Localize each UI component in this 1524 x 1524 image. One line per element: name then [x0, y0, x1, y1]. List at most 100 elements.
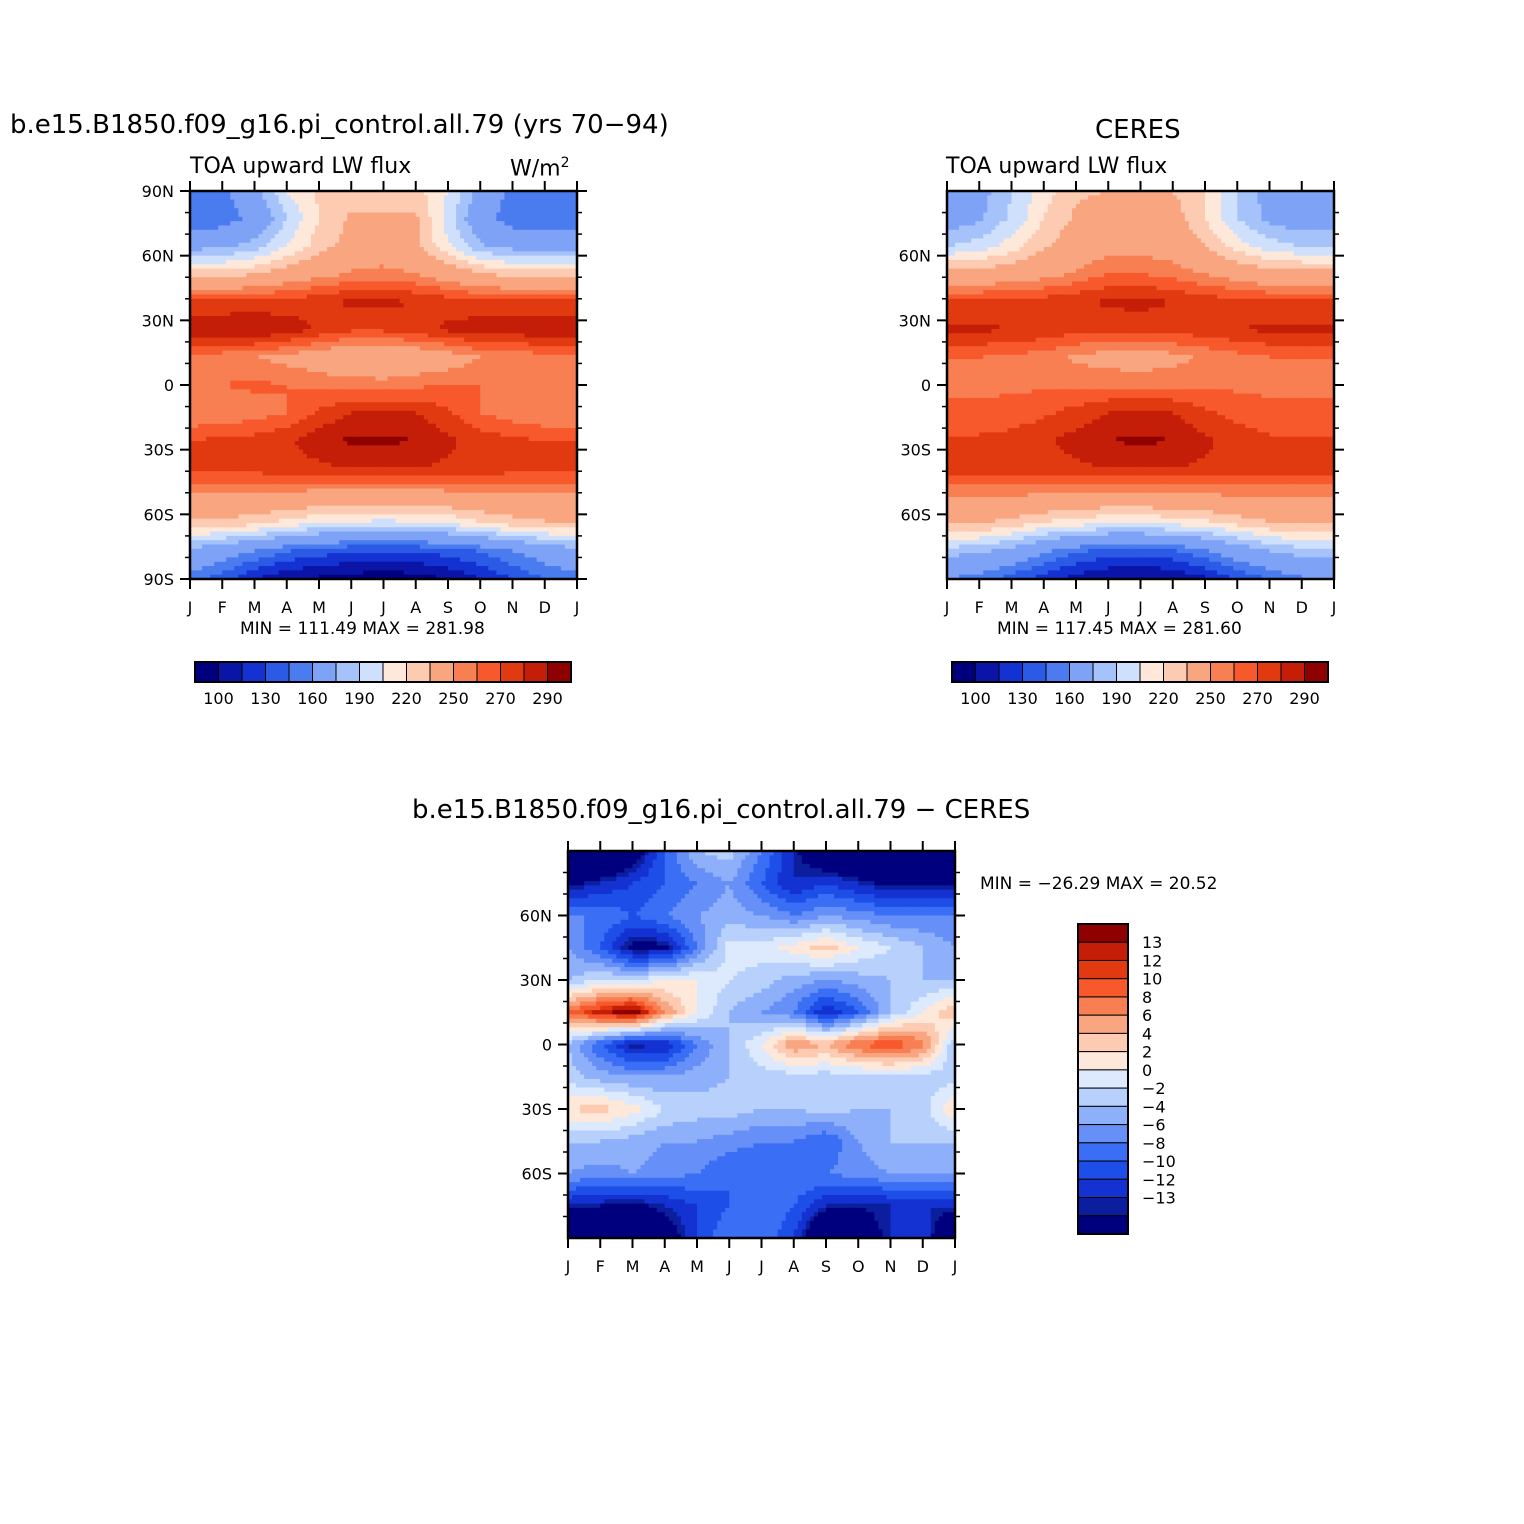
- heatmap-cell: [525, 234, 530, 239]
- heatmap-cell: [561, 221, 566, 226]
- heatmap-cell: [444, 221, 449, 226]
- heatmap-cell: [259, 200, 264, 205]
- heatmap-cell: [339, 208, 344, 213]
- heatmap-cell: [307, 234, 312, 239]
- heatmap-cell: [484, 217, 489, 222]
- heatmap-cell: [319, 200, 324, 205]
- heatmap-cell: [335, 204, 340, 209]
- heatmap-cell: [246, 208, 251, 213]
- heatmap-cell: [545, 234, 550, 239]
- heatmap-cell: [460, 195, 465, 200]
- heatmap-cell: [363, 195, 368, 200]
- heatmap-cell: [287, 238, 292, 243]
- heatmap-cell: [279, 208, 284, 213]
- heatmap-cell: [557, 200, 562, 205]
- heatmap-cell: [440, 221, 445, 226]
- heatmap-cell: [303, 213, 308, 218]
- heatmap-cell: [351, 204, 356, 209]
- heatmap-cell: [392, 217, 397, 222]
- heatmap-cell: [525, 238, 530, 243]
- heatmap-cell: [484, 195, 489, 200]
- heatmap-cell: [464, 195, 469, 200]
- heatmap-cell: [363, 238, 368, 243]
- heatmap-cell: [492, 195, 497, 200]
- heatmap-cell: [279, 200, 284, 205]
- heatmap-cell: [408, 230, 413, 235]
- heatmap-cell: [323, 221, 328, 226]
- heatmap-cell: [561, 200, 566, 205]
- heatmap-cell: [508, 213, 513, 218]
- heatmap-cell: [537, 234, 542, 239]
- heatmap-cell: [553, 213, 558, 218]
- heatmap-cell: [436, 221, 441, 226]
- heatmap-cell: [476, 200, 481, 205]
- heatmap-cell: [468, 238, 473, 243]
- heatmap-cell: [452, 208, 457, 213]
- heatmap-cell: [222, 221, 227, 226]
- heatmap-cell: [375, 234, 380, 239]
- heatmap-cell: [476, 208, 481, 213]
- heatmap-cell: [206, 243, 211, 248]
- heatmap-cell: [533, 195, 538, 200]
- heatmap-cell: [275, 217, 280, 222]
- heatmap-cell: [259, 208, 264, 213]
- heatmap-cell: [335, 225, 340, 230]
- heatmap-cell: [367, 225, 372, 230]
- heatmap-cell: [529, 225, 534, 230]
- heatmap-cell: [549, 225, 554, 230]
- heatmap-cell: [267, 195, 272, 200]
- heatmap-cell: [432, 217, 437, 222]
- heatmap-cell: [396, 221, 401, 226]
- heatmap-cell: [250, 221, 255, 226]
- heatmap-cell: [339, 234, 344, 239]
- heatmap-cell: [404, 217, 409, 222]
- heatmap-cell: [476, 221, 481, 226]
- heatmap-cell: [259, 213, 264, 218]
- heatmap-cell: [379, 195, 384, 200]
- heatmap-cell: [339, 213, 344, 218]
- heatmap-cell: [388, 234, 393, 239]
- heatmap-cell: [460, 230, 465, 235]
- heatmap-cell: [412, 204, 417, 209]
- heatmap-cell: [480, 195, 485, 200]
- heatmap-cell: [287, 234, 292, 239]
- heatmap-cell: [255, 213, 260, 218]
- heatmap-cell: [416, 204, 421, 209]
- heatmap-cell: [210, 195, 215, 200]
- heatmap-cell: [416, 230, 421, 235]
- heatmap-cell: [557, 238, 562, 243]
- heatmap-cell: [303, 195, 308, 200]
- heatmap-cell: [488, 200, 493, 205]
- heatmap-cell: [529, 234, 534, 239]
- heatmap-cell: [440, 234, 445, 239]
- heatmap-cell: [299, 213, 304, 218]
- heatmap-cell: [492, 221, 497, 226]
- heatmap-cell: [347, 195, 352, 200]
- heatmap-cell: [327, 234, 332, 239]
- heatmap-cell: [335, 238, 340, 243]
- heatmap-cell: [291, 234, 296, 239]
- heatmap-cell: [553, 230, 558, 235]
- heatmap-cell: [194, 217, 199, 222]
- heatmap-cell: [504, 200, 509, 205]
- heatmap-cell: [303, 225, 308, 230]
- heatmap-cell: [448, 195, 453, 200]
- figure-canvas: J F M A M J J A S O N D J90N60N30N030S60S90S100 130 16…: [0, 0, 1524, 1524]
- heatmap-cell: [488, 234, 493, 239]
- heatmap-cell: [267, 230, 272, 235]
- heatmap-cell: [561, 213, 566, 218]
- heatmap-cell: [521, 217, 526, 222]
- heatmap-cell: [565, 217, 570, 222]
- heatmap-cell: [392, 238, 397, 243]
- heatmap-cell: [299, 238, 304, 243]
- heatmap-cell: [210, 200, 215, 205]
- heatmap-cell: [359, 230, 364, 235]
- heatmap-cell: [484, 200, 489, 205]
- heatmap-cell: [339, 195, 344, 200]
- heatmap-cell: [198, 230, 203, 235]
- heatmap-cell: [206, 221, 211, 226]
- heatmap-cell: [351, 230, 356, 235]
- heatmap-cell: [404, 225, 409, 230]
- heatmap-cell: [384, 195, 389, 200]
- heatmap-cell: [384, 200, 389, 205]
